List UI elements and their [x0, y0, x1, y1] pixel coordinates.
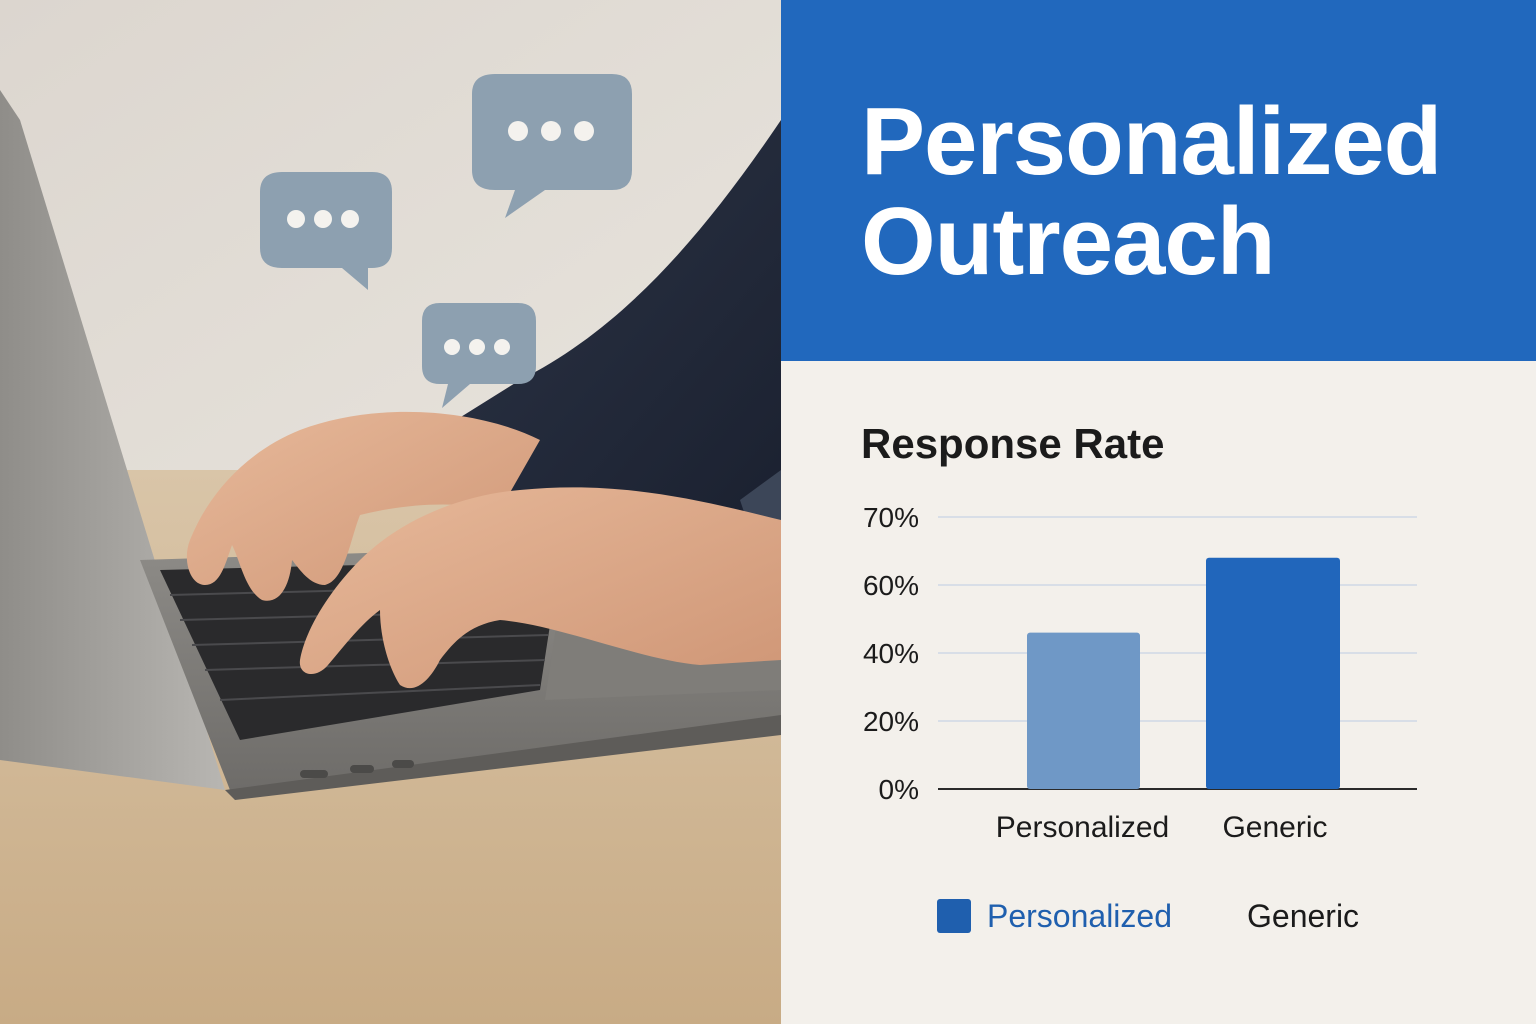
speech-bubble-icon — [422, 303, 536, 408]
legend-label-personalized: Personalized — [987, 898, 1172, 934]
page-title-line-1: Personalized — [861, 88, 1442, 195]
y-tick-label: 40% — [863, 638, 919, 669]
x-category-label: Generic — [1222, 811, 1327, 844]
legend-label-generic: Generic — [1247, 898, 1360, 934]
bar-generic — [1206, 557, 1340, 789]
legend-item-generic: Generic — [1247, 897, 1359, 935]
speech-bubble-icon — [260, 172, 392, 290]
photo-panel — [0, 0, 781, 1024]
y-tick-label: 20% — [863, 706, 919, 737]
y-tick-label: 70% — [863, 502, 919, 533]
legend-swatch-personalized — [937, 899, 971, 933]
bar-chart: 0% 20% 40% 60% 70% Personalized Generic — [863, 502, 1417, 844]
page-title-line-2: Outreach — [861, 188, 1275, 295]
y-tick-label: 0% — [879, 774, 919, 805]
y-tick-label: 60% — [863, 570, 919, 601]
legend-item-personalized: Personalized — [937, 897, 1172, 935]
chart-title: Response Rate — [861, 420, 1165, 467]
laptop-typing-illustration — [0, 0, 781, 1024]
bar-personalized — [1027, 632, 1140, 789]
x-category-label: Personalized — [996, 811, 1169, 844]
chart-panel: Response Rate 0% 20% 40% 60% 70% Personalized… — [781, 361, 1536, 1024]
speech-bubble-icon — [472, 74, 632, 218]
title-header: Personalized Outreach — [781, 0, 1536, 361]
